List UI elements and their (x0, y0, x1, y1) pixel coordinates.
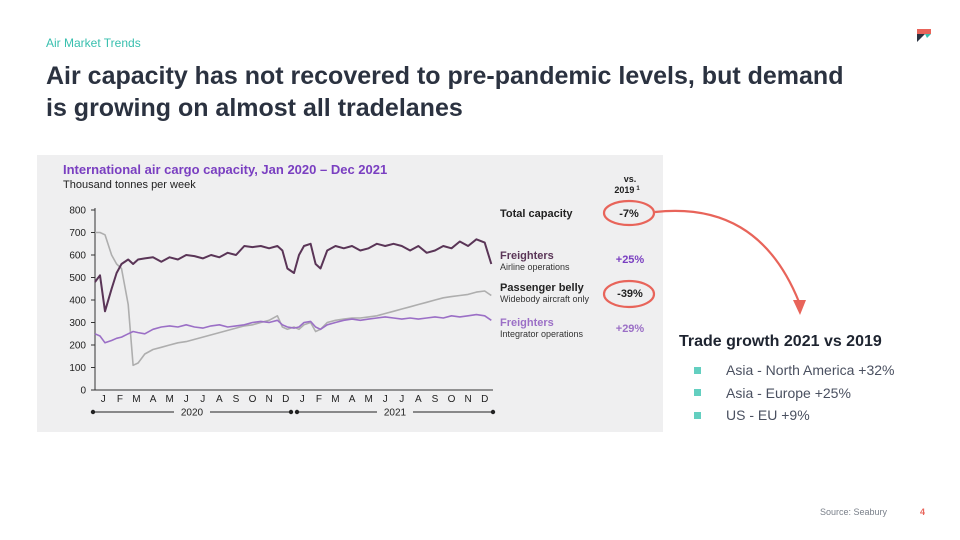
legend-freighters-integrator: Freighters Integrator operations +29% (500, 317, 644, 339)
month-label: S (233, 394, 240, 405)
callout-arrowhead (793, 300, 806, 315)
source-note: Source: Seabury (820, 507, 888, 517)
vs-header-year: 2019 (614, 185, 634, 195)
square-bullet-icon (694, 366, 701, 374)
year-bracket-dot (90, 409, 96, 415)
month-label: N (465, 394, 472, 405)
legend-passenger-belly: Passenger belly Widebody aircraft only -… (500, 282, 643, 304)
y-tick-label: 0 (80, 386, 86, 397)
vs-header-line1: vs. (624, 174, 637, 184)
year-label: 2021 (384, 408, 407, 419)
list-item: Asia - Europe +25% (694, 382, 894, 405)
vs-header-line2: 2019 1 (614, 185, 640, 195)
month-label: S (432, 394, 439, 405)
square-bullet-icon (694, 389, 701, 397)
trade-item-label: US - EU +9% (726, 407, 810, 424)
y-tick-label: 100 (69, 363, 86, 374)
list-item: Asia - North America +32% (694, 359, 894, 382)
trade-item-label: Asia - North America +32% (726, 362, 895, 379)
month-label: O (249, 394, 257, 405)
legend-freighters-airline: Freighters Airline operations +25% (500, 250, 644, 272)
year-bracket-dot (288, 409, 294, 415)
series-line-total-capacity (94, 238, 493, 313)
year-bracket-dot (294, 409, 300, 415)
y-tick-label: 400 (69, 296, 86, 307)
page-number: 4 (920, 507, 926, 517)
y-tick-label: 600 (69, 251, 86, 262)
slide-title: Air capacity has not recovered to pre-pa… (46, 62, 844, 122)
legend-freighters-integrator-sublabel: Integrator operations (500, 329, 584, 339)
y-tick-label: 200 (69, 341, 86, 352)
y-tick-label: 800 (69, 206, 86, 217)
legend-passenger-belly-vs: -39% (617, 288, 643, 300)
month-label: M (364, 394, 372, 405)
legend-passenger-belly-label: Passenger belly (500, 282, 585, 294)
capacity-chart: International air cargo capacity, Jan 20… (63, 162, 644, 419)
trade-item-label: Asia - Europe +25% (726, 384, 851, 401)
year-bracket-dot (490, 409, 496, 415)
chart-subtitle: Thousand tonnes per week (63, 179, 196, 191)
month-label: J (300, 394, 305, 405)
month-label: M (132, 394, 140, 405)
year-label: 2020 (181, 408, 204, 419)
legend-freighters-integrator-label: Freighters (500, 317, 554, 329)
y-tick-label: 300 (69, 318, 86, 329)
month-label: A (415, 394, 422, 405)
legend-freighters-airline-vs: +25% (616, 254, 645, 266)
month-label: J (200, 394, 205, 405)
y-tick-label: 700 (69, 228, 86, 239)
legend-freighters-airline-label: Freighters (500, 250, 554, 262)
callout-arrow (654, 209, 801, 303)
brand-flag-icon (917, 29, 931, 42)
slide-eyebrow: Air Market Trends (46, 36, 141, 50)
month-label: J (101, 394, 106, 405)
month-label: N (266, 394, 273, 405)
chart-panel: International air cargo capacity, Jan 20… (37, 155, 663, 432)
month-label: F (117, 394, 123, 405)
legend-total-capacity-vs: -7% (619, 208, 639, 220)
list-item: US - EU +9% (694, 404, 894, 427)
legend-total-capacity-label: Total capacity (500, 208, 573, 220)
series-line-freighters (94, 313, 492, 344)
month-label: D (481, 394, 488, 405)
y-axis: 0 100 200 300 400 500 600 700 800 (69, 206, 96, 397)
legend-passenger-belly-sublabel: Widebody aircraft only (500, 294, 590, 304)
series-lines (94, 231, 493, 367)
legend-total-capacity: Total capacity -7% (500, 208, 639, 220)
trade-growth-list: Asia - North America +32% Asia - Europe … (694, 359, 894, 427)
legend-freighters-integrator-vs: +29% (616, 323, 645, 335)
trade-growth-title: Trade growth 2021 vs 2019 (679, 333, 882, 350)
month-label: M (331, 394, 339, 405)
legend-freighters-airline-sublabel: Airline operations (500, 262, 570, 272)
month-label: O (448, 394, 456, 405)
month-label: A (150, 394, 157, 405)
month-label: D (282, 394, 289, 405)
vs-header-footnote: 1 (636, 186, 640, 192)
series-line-passenger-belly (95, 231, 492, 367)
month-label: F (316, 394, 322, 405)
y-tick-label: 500 (69, 273, 86, 284)
month-label: J (184, 394, 189, 405)
month-label: J (383, 394, 388, 405)
month-label: M (165, 394, 173, 405)
month-label: A (216, 394, 223, 405)
month-label: J (399, 394, 404, 405)
square-bullet-icon (694, 411, 701, 419)
chart-title: International air cargo capacity, Jan 20… (63, 162, 387, 177)
month-label: A (349, 394, 356, 405)
